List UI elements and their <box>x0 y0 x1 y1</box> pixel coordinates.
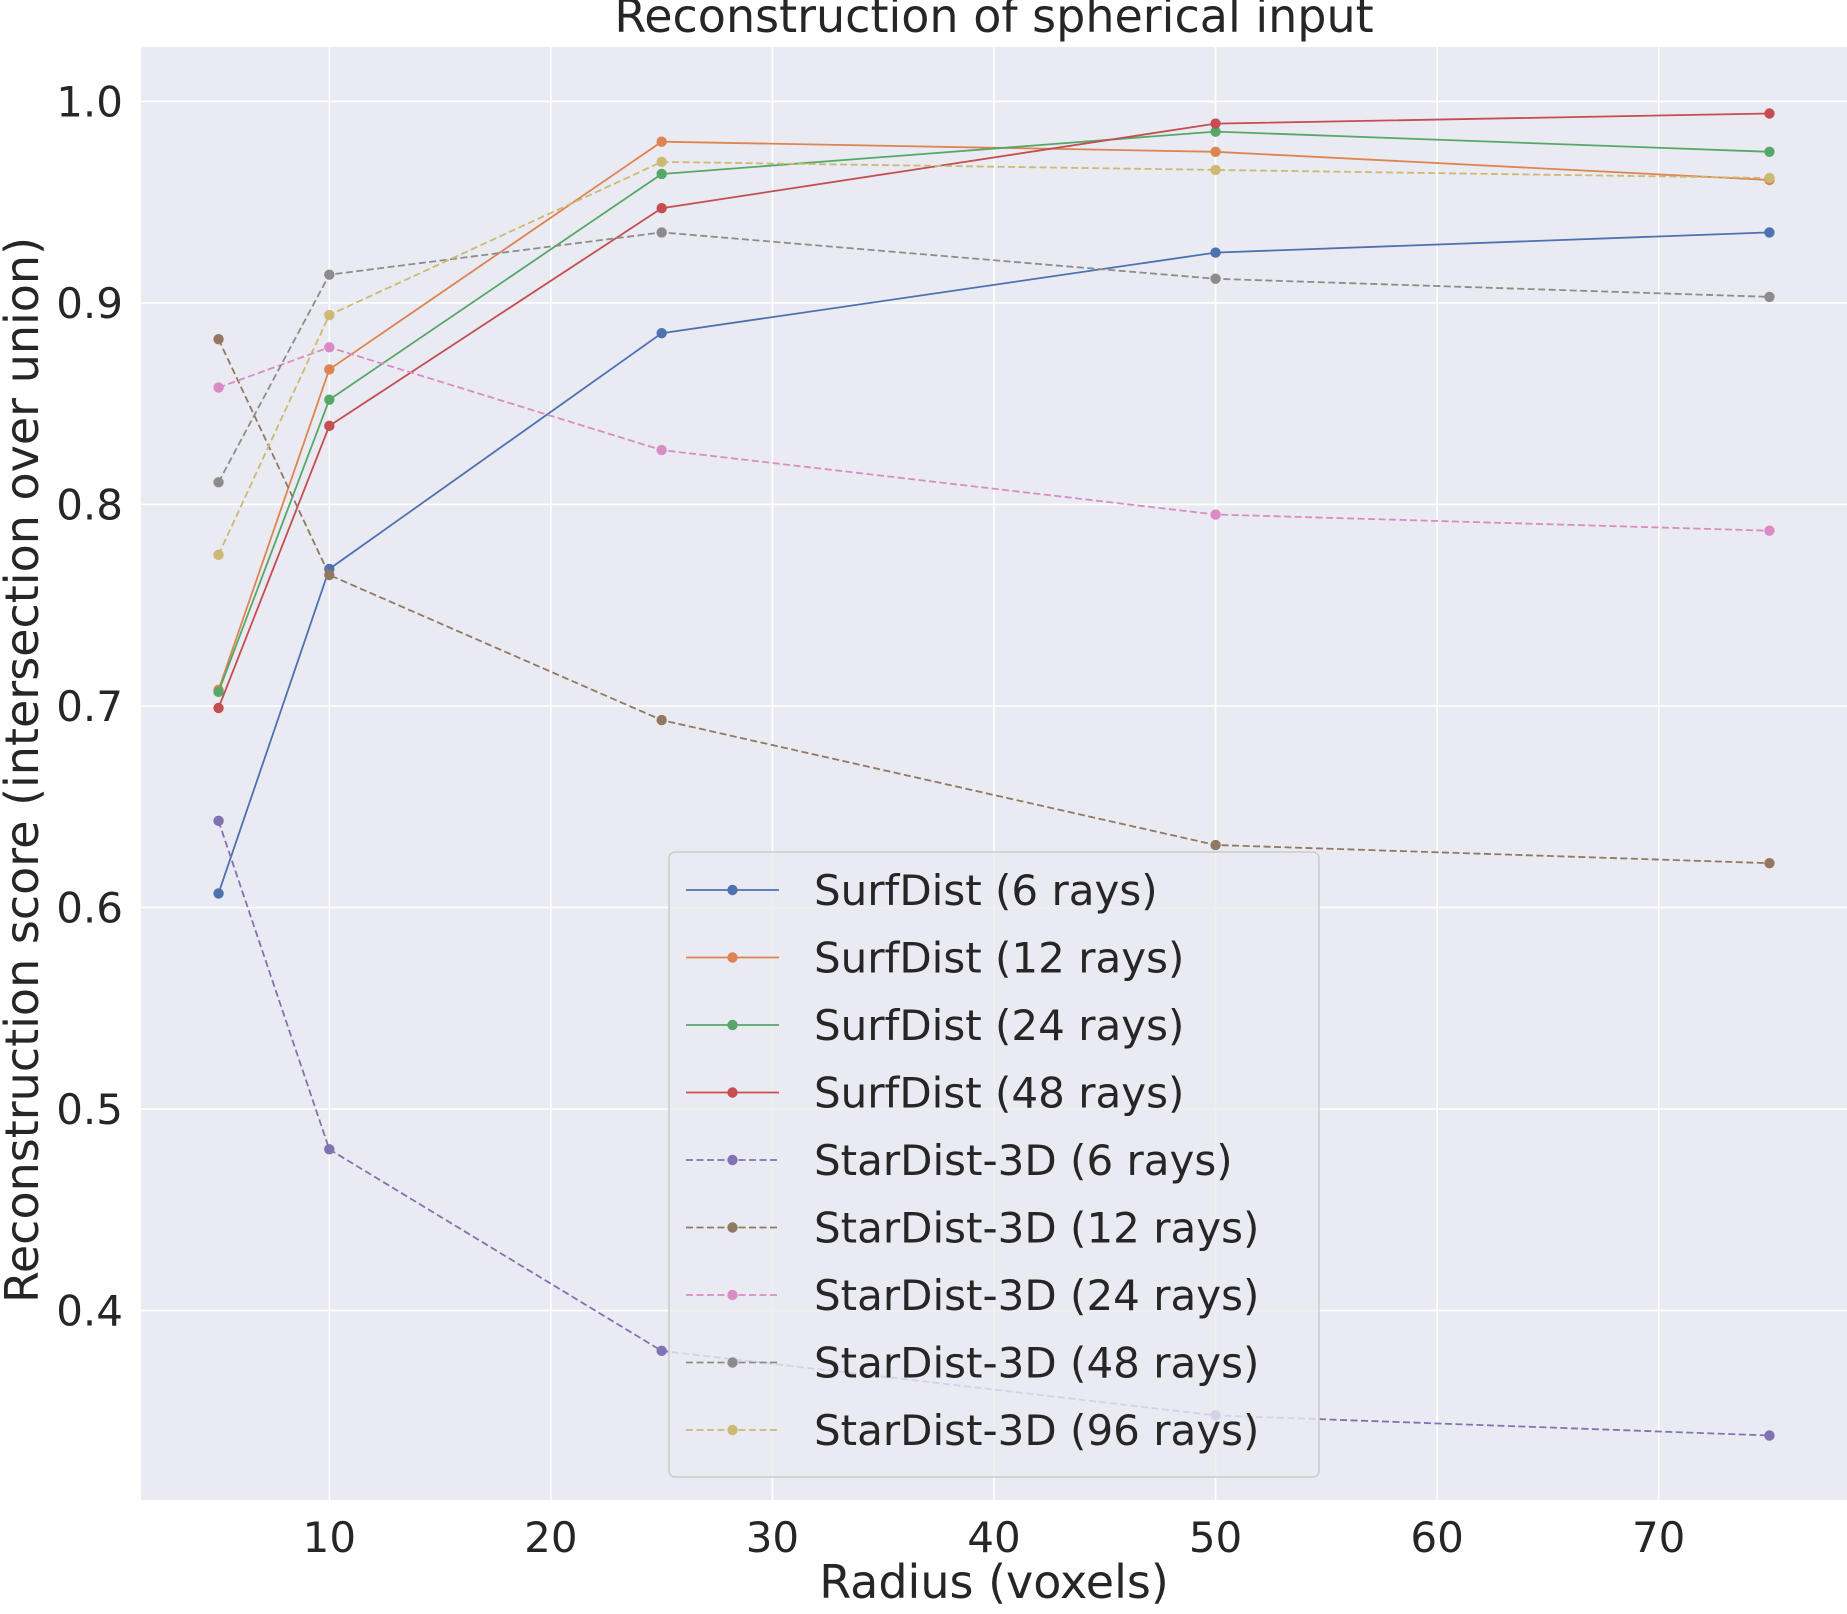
series-6 <box>213 334 1775 869</box>
x-tick-label: 70 <box>1632 1513 1685 1562</box>
data-point <box>656 168 667 180</box>
legend-item: SurfDist (6 rays) <box>686 866 1158 915</box>
y-tick-label: 0.8 <box>56 480 123 529</box>
data-point <box>1764 525 1775 536</box>
data-point <box>656 136 667 147</box>
data-point <box>213 815 224 827</box>
legend-label: StarDist-3D (96 rays) <box>814 1406 1259 1455</box>
series-1 <box>213 227 1775 899</box>
data-point <box>1210 509 1221 520</box>
data-point <box>1210 118 1221 129</box>
x-tick-label: 30 <box>746 1513 799 1562</box>
data-point <box>1764 146 1775 157</box>
legend-marker <box>727 1424 738 1436</box>
data-point <box>1210 247 1221 258</box>
legend-label: StarDist-3D (12 rays) <box>814 1204 1259 1253</box>
legend-item: SurfDist (24 rays) <box>686 1001 1184 1050</box>
data-point <box>656 1345 667 1357</box>
legend-marker <box>727 1222 738 1233</box>
data-point <box>213 382 224 393</box>
data-point <box>656 156 667 168</box>
data-point <box>1210 146 1221 157</box>
legend-label: SurfDist (12 rays) <box>814 934 1184 983</box>
chart-title: Reconstruction of spherical input <box>614 0 1373 43</box>
data-point <box>1764 291 1775 303</box>
legend-item: StarDist-3D (48 rays) <box>686 1339 1259 1388</box>
y-tick-label: 0.9 <box>56 279 123 328</box>
legend-item: StarDist-3D (24 rays) <box>686 1271 1259 1320</box>
data-point <box>324 364 335 375</box>
series-8 <box>213 227 1775 488</box>
y-tick-label: 0.7 <box>56 682 123 731</box>
data-point <box>656 203 667 214</box>
series-9 <box>213 156 1775 561</box>
y-axis-title: Reconstruction score (intersection over … <box>0 237 49 1303</box>
data-point <box>324 269 335 280</box>
y-tick-label: 0.5 <box>56 1085 123 1134</box>
data-point <box>213 334 224 345</box>
legend-item: StarDist-3D (12 rays) <box>686 1204 1259 1253</box>
legend-box <box>668 851 1320 1478</box>
data-point <box>213 888 224 899</box>
data-point <box>656 227 667 238</box>
data-point <box>1764 108 1775 119</box>
data-point <box>213 702 224 714</box>
data-point <box>1210 839 1221 851</box>
data-point <box>1764 227 1775 238</box>
data-point <box>213 686 224 698</box>
legend-item: StarDist-3D (6 rays) <box>686 1136 1233 1185</box>
data-point <box>656 327 667 339</box>
axis-ticks: 10 20 30 40 50 60 70 0.4 0.5 0.6 0.7 0.8 0.9 1.0 <box>56 77 1685 1562</box>
legend-marker <box>727 884 738 896</box>
x-axis-title: Radius (voxels) <box>819 1555 1169 1609</box>
legend-marker <box>727 1019 738 1031</box>
legend: SurfDist (6 rays) SurfDist (12 rays) SurfD… <box>668 851 1320 1478</box>
legend-label: SurfDist (24 rays) <box>814 1001 1184 1050</box>
data-point <box>324 569 335 581</box>
data-point <box>324 342 335 353</box>
y-tick-label: 1.0 <box>56 77 123 126</box>
data-point <box>1764 857 1775 869</box>
legend-label: SurfDist (48 rays) <box>814 1069 1184 1118</box>
y-tick-label: 0.4 <box>56 1287 123 1336</box>
series-7 <box>213 342 1775 536</box>
legend-marker <box>727 1289 738 1301</box>
legend-item: SurfDist (12 rays) <box>686 934 1184 983</box>
x-tick-label: 20 <box>524 1513 577 1562</box>
y-tick-label: 0.6 <box>56 884 123 933</box>
data-point <box>324 1144 335 1155</box>
data-point <box>324 420 335 432</box>
x-tick-label: 60 <box>1410 1513 1463 1562</box>
data-point <box>1764 172 1775 184</box>
data-point <box>656 714 667 726</box>
legend-item: SurfDist (48 rays) <box>686 1069 1184 1118</box>
series-lines <box>213 108 1775 1441</box>
data-point <box>324 394 335 405</box>
legend-marker <box>727 1357 738 1368</box>
legend-label: StarDist-3D (24 rays) <box>814 1271 1259 1320</box>
data-point <box>324 309 335 321</box>
x-tick-label: 40 <box>967 1513 1020 1562</box>
legend-marker <box>727 1154 738 1166</box>
legend-item: StarDist-3D (96 rays) <box>686 1406 1259 1455</box>
data-point <box>1210 273 1221 284</box>
legend-label: StarDist-3D (48 rays) <box>814 1339 1259 1388</box>
data-point <box>213 477 224 488</box>
x-tick-label: 10 <box>303 1513 356 1562</box>
data-point <box>656 444 667 456</box>
legend-label: StarDist-3D (6 rays) <box>814 1136 1233 1185</box>
legend-marker <box>727 952 738 963</box>
data-point <box>1210 164 1221 176</box>
x-tick-label: 50 <box>1189 1513 1242 1562</box>
data-point <box>1210 126 1221 137</box>
legend-marker <box>727 1087 738 1098</box>
legend-label: SurfDist (6 rays) <box>814 866 1158 915</box>
series-4 <box>213 108 1775 714</box>
data-point <box>213 549 224 561</box>
data-point <box>1764 1430 1775 1441</box>
